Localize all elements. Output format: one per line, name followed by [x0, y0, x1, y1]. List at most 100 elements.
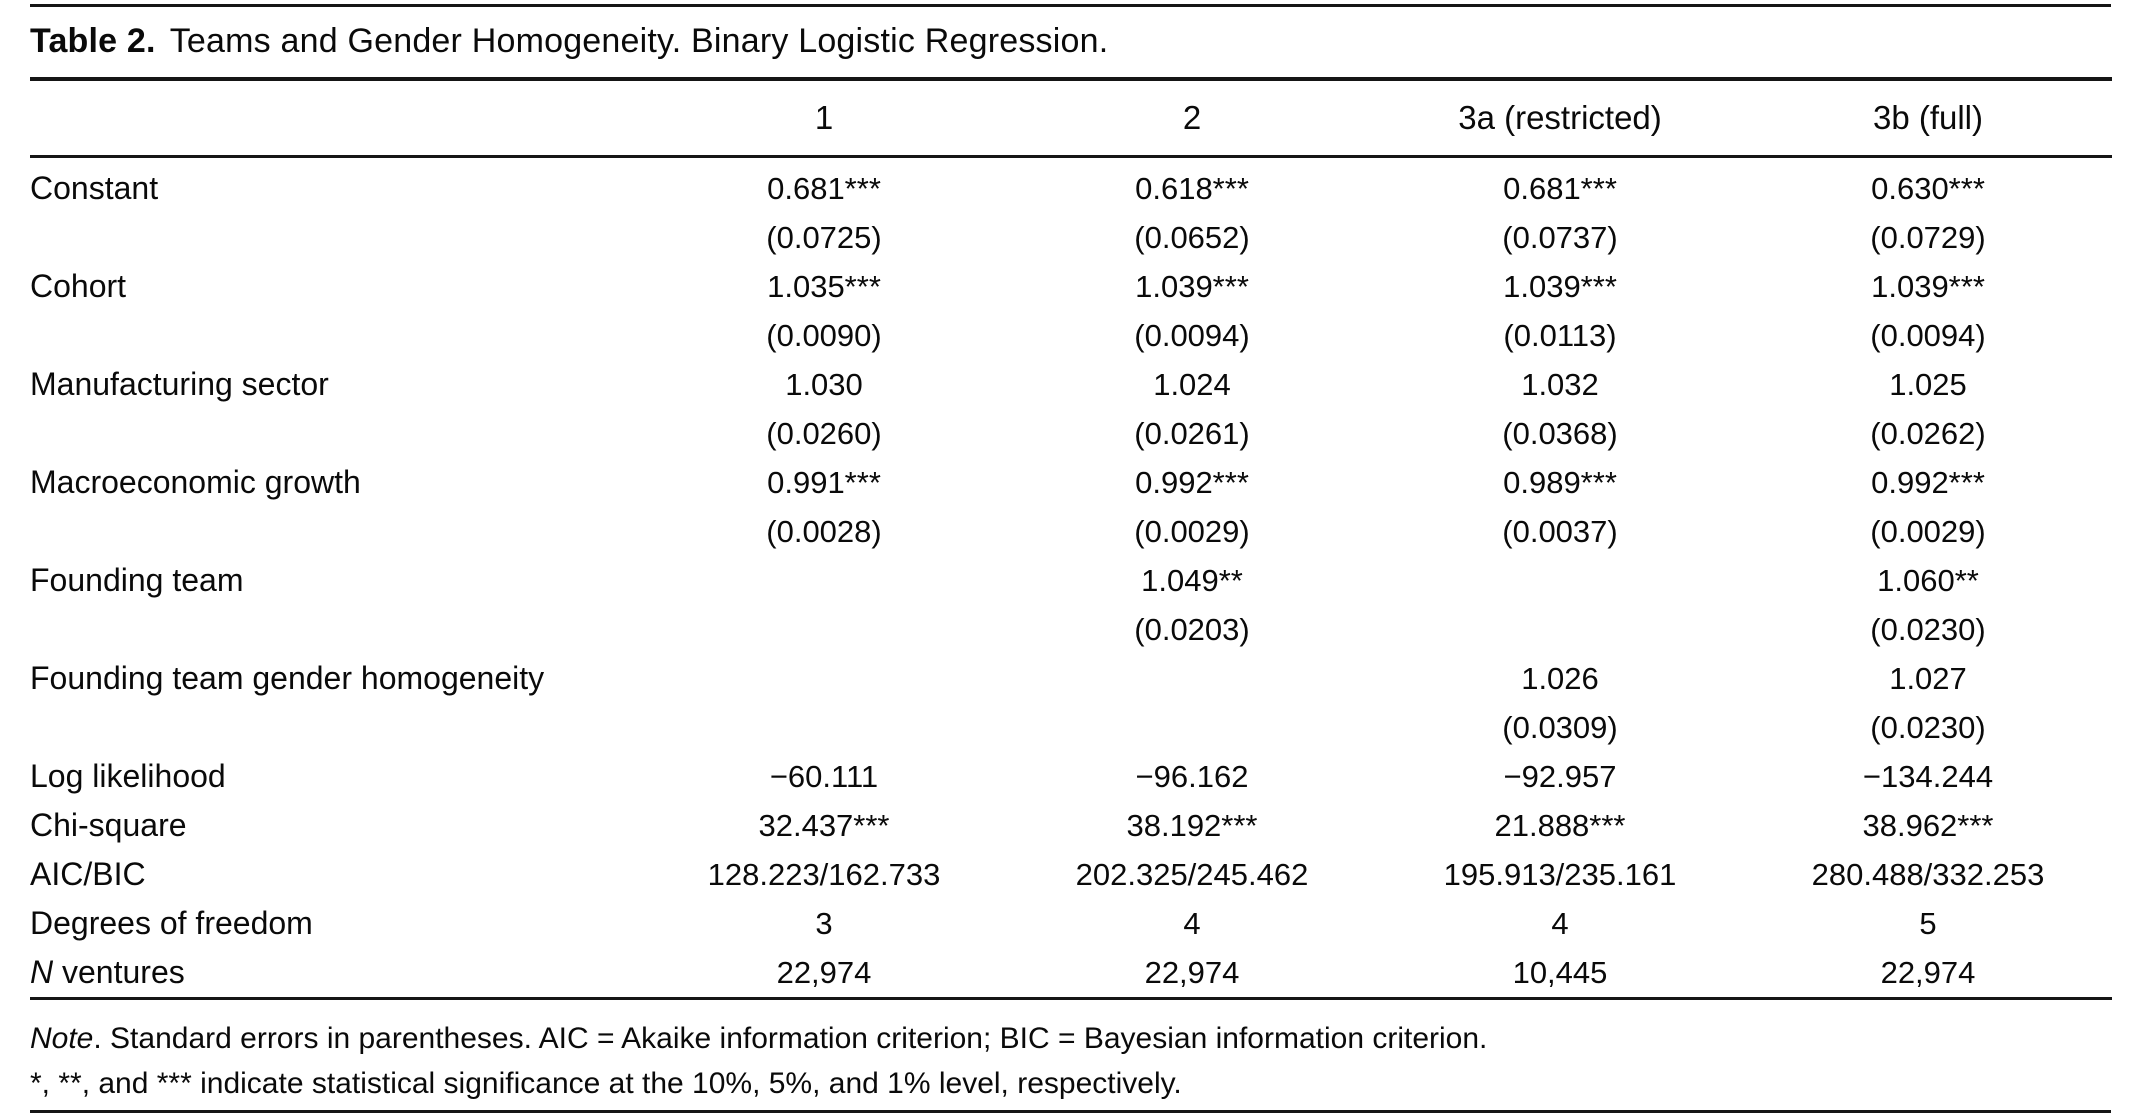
statistic-cell: 4 — [1183, 905, 1201, 941]
figure-bottom-rule — [30, 1110, 2111, 1113]
row-label-empty — [30, 213, 640, 262]
statistic-cell: 195.913/235.161 — [1443, 856, 1677, 892]
row-label: Constant — [30, 170, 159, 206]
estimate-cell: 1.060** — [1877, 562, 1979, 598]
table-title: Table 2. Teams and Gender Homogeneity. Bi… — [30, 22, 1108, 61]
coefficient-se-row: (0.0028) (0.0029) (0.0037) (0.0029) — [30, 507, 2112, 556]
regression-table: 1 2 3a (restricted) 3b (full) Constant 0.… — [30, 77, 2112, 1000]
row-label: Manufacturing sector — [30, 366, 329, 402]
model-statistic-row: AIC/BIC 128.223/162.733 202.325/245.462 195… — [30, 850, 2112, 899]
estimate-cell: 0.630*** — [1871, 170, 1985, 206]
standard-error-cell: (0.0737) — [1502, 219, 1618, 255]
estimate-cell: 0.681*** — [1503, 170, 1617, 206]
standard-error-cell: (0.0725) — [766, 219, 882, 255]
statistic-cell: 21.888*** — [1494, 807, 1626, 843]
statistic-cell: 3 — [815, 905, 833, 941]
standard-error-cell: (0.0029) — [1870, 513, 1986, 549]
figure-top-rule — [30, 4, 2111, 7]
row-label-empty — [30, 703, 640, 752]
row-label: Founding team gender homogeneity — [30, 660, 545, 696]
standard-error-cell: (0.0090) — [766, 317, 882, 353]
estimate-cell: 1.026 — [1521, 660, 1599, 696]
coefficient-se-row: (0.0203) (0.0230) — [30, 605, 2112, 654]
row-label: Cohort — [30, 268, 127, 304]
estimate-cell: 0.992*** — [1135, 464, 1249, 500]
coefficient-estimate-row: Cohort 1.035*** 1.039*** 1.039*** 1.039*** — [30, 262, 2112, 311]
estimate-cell: 0.989*** — [1503, 464, 1617, 500]
standard-error-cell: (0.0230) — [1870, 709, 1986, 745]
statistic-cell: 5 — [1919, 905, 1937, 941]
standard-error-cell: (0.0029) — [1134, 513, 1250, 549]
row-label-empty — [30, 605, 640, 654]
estimate-cell: 1.032 — [1521, 366, 1599, 402]
standard-error-cell — [1376, 605, 1744, 654]
row-label-empty — [30, 409, 640, 458]
statistic-cell: 10,445 — [1512, 954, 1608, 990]
statistic-cell: −96.162 — [1135, 758, 1249, 794]
statistic-cell: −60.111 — [769, 758, 879, 794]
estimate-cell: 0.991*** — [767, 464, 881, 500]
table-body: Constant 0.681*** 0.618*** 0.681*** 0.630***… — [30, 157, 2112, 999]
model-statistic-row: Chi-square 32.437*** 38.192*** 21.888*** 38.… — [30, 801, 2112, 850]
standard-error-cell: (0.0368) — [1502, 415, 1618, 451]
header-model-2: 2 — [1008, 77, 1376, 158]
standard-error-cell: (0.0203) — [1134, 611, 1250, 647]
estimate-cell: 1.039*** — [1871, 268, 1985, 304]
statistic-cell: 22,974 — [1880, 954, 1976, 990]
note-line-1: Note. Standard errors in parentheses. AI… — [30, 1016, 1487, 1061]
standard-error-cell: (0.0652) — [1134, 219, 1250, 255]
estimate-cell — [1008, 654, 1376, 703]
coefficient-se-row: (0.0090) (0.0094) (0.0113) (0.0094) — [30, 311, 2112, 360]
statistic-cell: 202.325/245.462 — [1075, 856, 1309, 892]
statistic-cell: −134.244 — [1862, 758, 1994, 794]
italic-n: N — [30, 954, 54, 990]
coefficient-se-row: (0.0260) (0.0261) (0.0368) (0.0262) — [30, 409, 2112, 458]
row-label: Log likelihood — [30, 758, 226, 794]
statistic-cell: 38.192*** — [1126, 807, 1258, 843]
statistic-cell: 4 — [1551, 905, 1569, 941]
coefficient-se-row: (0.0309) (0.0230) — [30, 703, 2112, 752]
estimate-cell — [640, 654, 1008, 703]
standard-error-cell: (0.0309) — [1502, 709, 1618, 745]
standard-error-cell — [640, 703, 1008, 752]
estimate-cell: 1.035*** — [767, 268, 881, 304]
coefficient-estimate-row: Founding team gender homogeneity 1.026 1.0… — [30, 654, 2112, 703]
header-model-3b: 3b (full) — [1744, 77, 2112, 158]
row-label-empty — [30, 311, 640, 360]
table-title-text: Teams and Gender Homogeneity. Binary Log… — [169, 22, 1109, 60]
estimate-cell: 0.681*** — [767, 170, 881, 206]
row-label-empty — [30, 507, 640, 556]
coefficient-estimate-row: Macroeconomic growth 0.991*** 0.992*** 0.98… — [30, 458, 2112, 507]
estimate-cell: 1.024 — [1153, 366, 1231, 402]
standard-error-cell: (0.0230) — [1870, 611, 1986, 647]
row-label: AIC/BIC — [30, 856, 146, 892]
estimate-cell: 1.049** — [1141, 562, 1243, 598]
coefficient-estimate-row: Constant 0.681*** 0.618*** 0.681*** 0.630*** — [30, 157, 2112, 214]
standard-error-cell: (0.0028) — [766, 513, 882, 549]
estimate-cell: 1.030 — [785, 366, 863, 402]
table-title-number: Table 2. — [30, 22, 156, 60]
row-label: Chi-square — [30, 807, 187, 843]
standard-error-cell: (0.0262) — [1870, 415, 1986, 451]
header-model-3a: 3a (restricted) — [1376, 77, 1744, 158]
standard-error-cell: (0.0729) — [1870, 219, 1986, 255]
standard-error-cell: (0.0094) — [1870, 317, 1986, 353]
statistic-cell: 280.488/332.253 — [1811, 856, 2045, 892]
header-row: 1 2 3a (restricted) 3b (full) — [30, 77, 2112, 158]
estimate-cell — [1376, 556, 1744, 605]
statistic-cell: 128.223/162.733 — [707, 856, 941, 892]
standard-error-cell: (0.0261) — [1134, 415, 1250, 451]
note-line-1-text: . Standard errors in parentheses. AIC = … — [93, 1022, 1488, 1055]
estimate-cell — [640, 556, 1008, 605]
table-header: 1 2 3a (restricted) 3b (full) — [30, 77, 2112, 158]
row-label: Macroeconomic growth — [30, 464, 361, 500]
table-notes: Note. Standard errors in parentheses. AI… — [30, 1016, 1487, 1106]
header-model-1: 1 — [640, 77, 1008, 158]
estimate-cell: 1.025 — [1889, 366, 1967, 402]
estimate-cell: 1.039*** — [1135, 268, 1249, 304]
model-statistic-row: Log likelihood −60.111 −96.162 −92.957 −134.… — [30, 752, 2112, 801]
model-statistic-row: N ventures 22,974 22,974 10,445 22,974 — [30, 948, 2112, 999]
row-label: Degrees of freedom — [30, 905, 313, 941]
row-label: Founding team — [30, 562, 244, 598]
